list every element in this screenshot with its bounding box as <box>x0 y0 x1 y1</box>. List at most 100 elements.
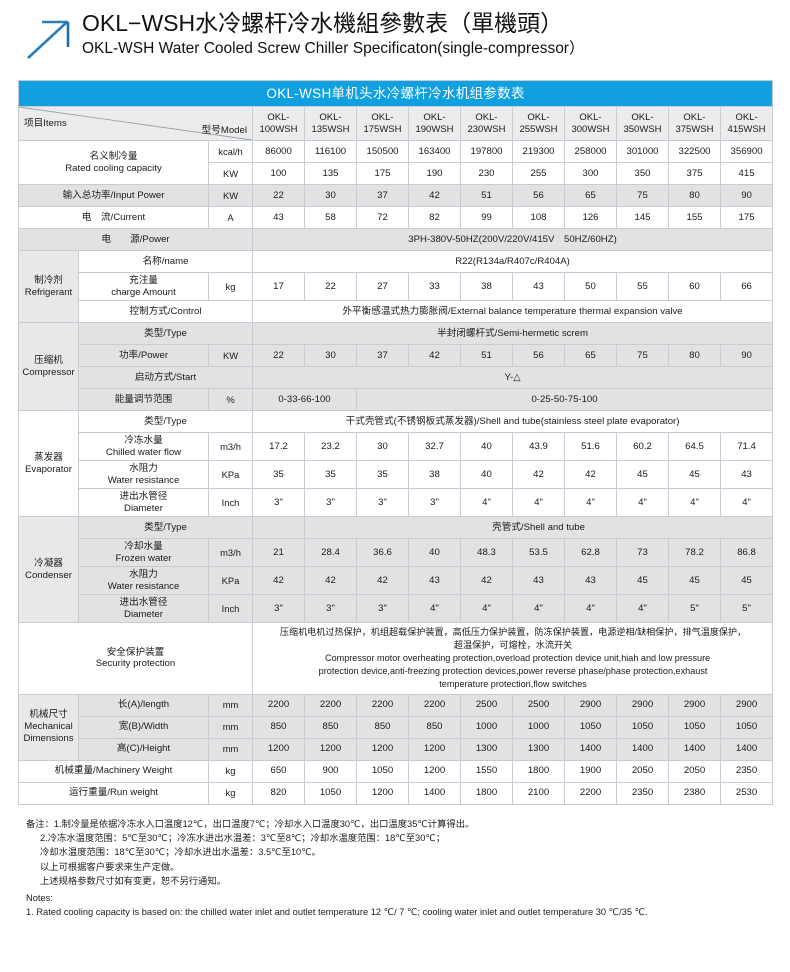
dim-hgt-0: 1200 <box>252 737 305 761</box>
dim-wid-1: 850 <box>304 715 357 739</box>
evap-flow-0: 17.2 <box>252 432 305 461</box>
comp-power-1: 30 <box>304 344 357 367</box>
evap-res-2: 35 <box>356 460 409 489</box>
condenser-resistance-unit: KPa <box>208 566 253 595</box>
run-weight-1: 1050 <box>304 781 357 805</box>
machine-weight-1: 900 <box>304 759 357 783</box>
refrigerant-control-label: 控制方式/Control <box>78 300 253 323</box>
security-cn-2: 超温保护，可熔栓，水流开关 <box>453 639 573 650</box>
run-weight-6: 2200 <box>564 781 617 805</box>
evap-flow-5: 43.9 <box>512 432 565 461</box>
evaporator-resistance-row: 水阻力 Water resistance KPa 35 35 35 38 40 … <box>18 460 774 489</box>
compressor-start-value: Y-△ <box>251 366 774 389</box>
comp-power-4: 51 <box>460 344 513 367</box>
comp-power-0: 22 <box>252 344 305 367</box>
cond-flow-9: 86.8 <box>719 538 774 567</box>
compressor-energy-value-b: 0-25-50-75-100 <box>355 388 774 411</box>
rated-kw-8: 375 <box>668 162 721 185</box>
evap-flow-2: 30 <box>356 432 409 461</box>
condenser-flow-label: 冷却水量 Frozen water <box>78 538 209 567</box>
machine-weight-6: 1900 <box>564 759 617 783</box>
current-0: 43 <box>252 206 305 229</box>
cond-dia-8: 5" <box>668 594 721 623</box>
input-power-4: 51 <box>460 184 513 207</box>
machine-weight-4: 1550 <box>460 759 513 783</box>
model-col-0: OKL- 100WSH <box>252 106 305 141</box>
condenser-type-value: 壳管式/Shell and tube <box>303 516 774 539</box>
evap-res-0: 35 <box>252 460 305 489</box>
evap-dia-4: 4" <box>460 488 513 517</box>
current-2: 72 <box>356 206 409 229</box>
evap-res-1: 35 <box>304 460 357 489</box>
machine-weight-9: 2350 <box>719 759 774 783</box>
dimension-width-row: 宽(B)/Width mm 850 850 850 850 1000 1000 … <box>18 715 774 739</box>
evaporator-section-label: 蒸发器 Evaporator <box>18 410 79 517</box>
evap-dia-2: 3" <box>356 488 409 517</box>
dimension-width-label: 宽(B)/Width <box>78 715 209 739</box>
security-protection-value: 压缩机电机过热保护，机组超载保护装置，高低压力保护装置，防冻保护装置，电源逆相/… <box>251 622 774 695</box>
cond-res-2: 42 <box>356 566 409 595</box>
evap-flow-4: 40 <box>460 432 513 461</box>
input-power-unit: KW <box>208 184 253 207</box>
rated-kw-4: 230 <box>460 162 513 185</box>
notes-block: 备注：1.制冷量是依据冷冻水入口温度12℃，出口温度7℃；冷却水入口温度30℃，… <box>0 805 790 920</box>
evap-dia-7: 4" <box>616 488 669 517</box>
input-power-8: 80 <box>668 184 721 207</box>
input-power-7: 75 <box>616 184 669 207</box>
rated-kcal-unit: kcal/h <box>208 140 253 163</box>
rated-kcal-5: 219300 <box>512 140 565 163</box>
ref-charge-3: 33 <box>408 272 461 301</box>
compressor-type-row: 压缩机 Compressor 类型/Type 半封闭螺杆式/Semi-herme… <box>18 322 774 411</box>
table-banner: OKL-WSH单机头水冷螺杆冷水机组参数表 <box>17 80 774 107</box>
dim-len-9: 2900 <box>719 693 774 717</box>
machine-weight-7: 2050 <box>616 759 669 783</box>
model-col-6: OKL- 300WSH <box>564 106 617 141</box>
current-6: 126 <box>564 206 617 229</box>
security-en-2: protection device,anti-freezing protecti… <box>318 665 708 676</box>
rated-kw-7: 350 <box>616 162 669 185</box>
dimension-height-label: 高(C)/Height <box>78 737 209 761</box>
dim-len-5: 2500 <box>512 693 565 717</box>
machinery-weight-unit: kg <box>208 759 253 783</box>
dim-hgt-2: 1200 <box>356 737 409 761</box>
refrigerant-charge-row: 充注量 charge Amount kg 17 22 27 33 38 43 5… <box>18 272 774 301</box>
rated-kcal-2: 150500 <box>356 140 409 163</box>
rated-cooling-label: 名义制冷量 Rated cooling capacity <box>18 140 209 185</box>
refrigerant-charge-label: 充注量 charge Amount <box>78 272 209 301</box>
dimension-height-unit: mm <box>208 737 253 761</box>
input-power-9: 90 <box>719 184 774 207</box>
evap-flow-1: 23.2 <box>304 432 357 461</box>
spec-table-wrapper: OKL-WSH单机头水冷螺杆冷水机组参数表 项目Items 型号Model OK… <box>0 80 790 805</box>
dimension-length-unit: mm <box>208 693 253 717</box>
corner-items-label: 项目Items <box>24 118 67 129</box>
rated-kw-6: 300 <box>564 162 617 185</box>
current-7: 145 <box>616 206 669 229</box>
ref-charge-1: 22 <box>304 272 357 301</box>
dimensions-section-label: 机械尺寸 Mechanical Dimensions <box>18 693 79 761</box>
diagonal-arrow-up-right-icon <box>27 20 70 59</box>
dim-wid-5: 1000 <box>512 715 565 739</box>
cond-res-0: 42 <box>252 566 305 595</box>
condenser-resistance-row: 水阻力 Water resistance KPa 42 42 42 43 42 … <box>18 566 774 595</box>
evaporator-diameter-unit: Inch <box>208 488 253 517</box>
cond-res-1: 42 <box>304 566 357 595</box>
run-weight-8: 2380 <box>668 781 721 805</box>
dim-len-1: 2200 <box>304 693 357 717</box>
evap-dia-1: 3" <box>304 488 357 517</box>
compressor-start-label: 启动方式/Start <box>78 366 253 389</box>
condenser-type-label: 类型/Type <box>78 516 253 539</box>
cond-dia-3: 4" <box>408 594 461 623</box>
header-text-block: OKL−WSH水冷螺杆冷水機組參數表（單機頭） OKL-WSH Water Co… <box>76 10 584 60</box>
evap-dia-3: 3" <box>408 488 461 517</box>
dimension-length-row: 机械尺寸 Mechanical Dimensions 长(A)/length m… <box>18 693 774 761</box>
rated-kcal-7: 301000 <box>616 140 669 163</box>
dim-hgt-7: 1400 <box>616 737 669 761</box>
cond-res-3: 43 <box>408 566 461 595</box>
evap-res-7: 45 <box>616 460 669 489</box>
refrigerant-control-value: 外平衡感温式热力膨胀阀/External balance temperature… <box>251 300 774 323</box>
dimension-width-unit: mm <box>208 715 253 739</box>
note-cn-2: 2.冷冻水温度范围：5℃至30℃；冷冻水进出水温差：3℃至8℃；冷却水温度范围：… <box>40 832 446 843</box>
cond-res-7: 45 <box>616 566 669 595</box>
rated-kcal-3: 163400 <box>408 140 461 163</box>
